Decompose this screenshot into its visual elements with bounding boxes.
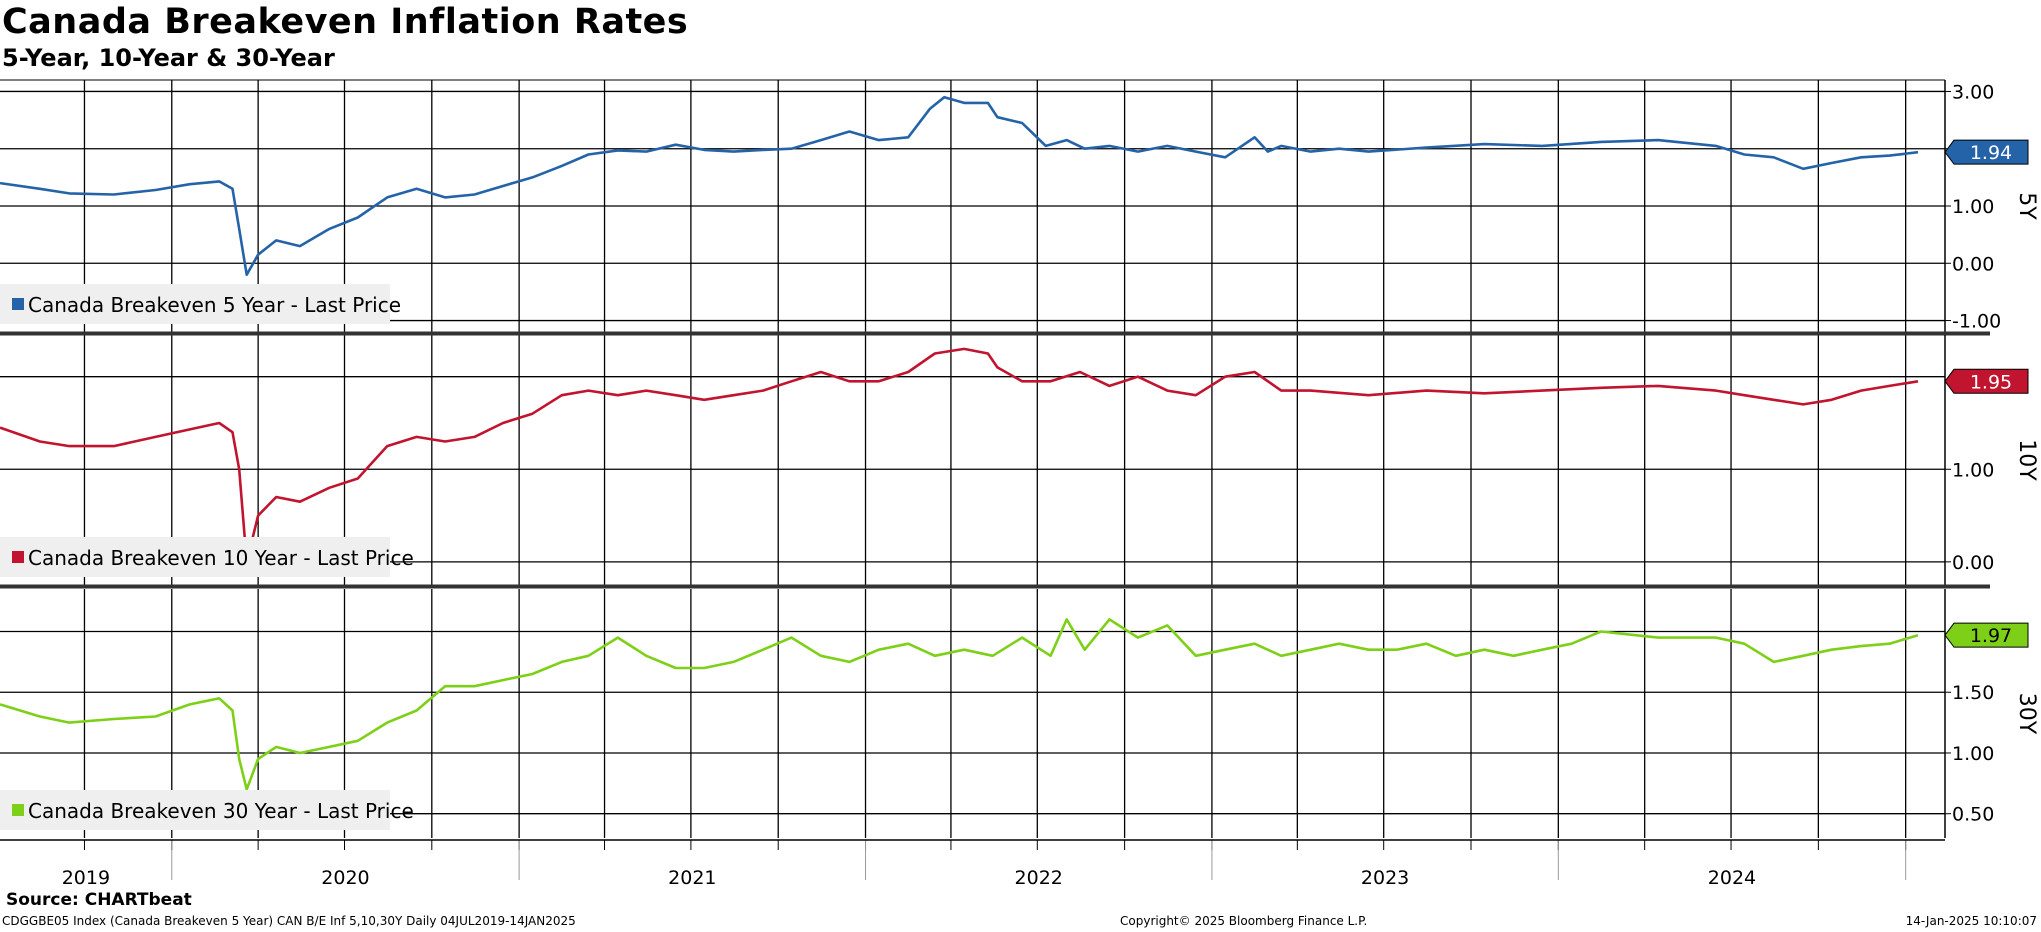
source-note: Source: CHARTbeat [6, 890, 192, 910]
x-tick-label: 2021 [668, 867, 716, 889]
chart-subtitle: 5-Year, 10-Year & 30-Year [2, 44, 335, 72]
panel-axis-label: 30Y [2014, 693, 2039, 735]
footer-index-info: CDGGBE05 Index (Canada Breakeven 5 Year)… [2, 914, 576, 928]
x-tick-label: 2022 [1015, 867, 1063, 889]
x-tick-label: 2023 [1361, 867, 1409, 889]
y-tick-label: -1.00 [1952, 311, 2001, 333]
chart-title: Canada Breakeven Inflation Rates [2, 2, 689, 42]
y-tick-label: 1.00 [1952, 196, 1994, 218]
series-layer [0, 95, 1919, 791]
last-value-label: 1.94 [1970, 142, 2012, 164]
frame-layer [0, 79, 1990, 841]
x-tick-label: 2024 [1708, 867, 1756, 889]
legend-box [0, 284, 390, 324]
legend-swatch [12, 551, 24, 563]
series-line-5y [0, 95, 1919, 277]
y-tick-label: 1.00 [1952, 743, 1994, 765]
series-line-30y [0, 618, 1919, 791]
y-tick-label: 1.00 [1952, 459, 1994, 481]
last-value-label: 1.95 [1970, 371, 2012, 393]
last-value-label: 1.97 [1970, 625, 2012, 647]
grid-layer [0, 80, 1945, 880]
y-tick-label: 1.50 [1952, 682, 1994, 704]
series-line-10y [0, 347, 1919, 564]
panel-axis-label: 5Y [2014, 192, 2039, 220]
x-tick-label: 2019 [62, 867, 110, 889]
last-value-tag [1944, 622, 2029, 648]
footer-copyright: Copyright© 2025 Bloomberg Finance L.P. [1120, 914, 1368, 928]
legend-swatch [12, 298, 24, 310]
y-tick-label: 0.00 [1952, 552, 1994, 574]
y-tick-label: 0.50 [1952, 804, 1994, 826]
last-value-tag [1944, 139, 2029, 165]
legend-label: Canada Breakeven 30 Year - Last Price [28, 799, 414, 823]
label-layer: 2019202020212022202320243.002.001.000.00… [0, 81, 2039, 889]
x-tick-label: 2020 [321, 867, 369, 889]
y-tick-label: 0.00 [1952, 253, 1994, 275]
legend-box [0, 790, 390, 830]
panel-axis-label: 10Y [2014, 439, 2039, 481]
legend-box [0, 537, 390, 577]
legend-label: Canada Breakeven 10 Year - Last Price [28, 546, 414, 570]
y-tick-label: 3.00 [1952, 81, 1994, 103]
last-value-tag [1944, 368, 2029, 394]
legend-label: Canada Breakeven 5 Year - Last Price [28, 293, 401, 317]
legend-swatch [12, 804, 24, 816]
footer-timestamp: 14-Jan-2025 10:10:07 [1905, 914, 2037, 928]
